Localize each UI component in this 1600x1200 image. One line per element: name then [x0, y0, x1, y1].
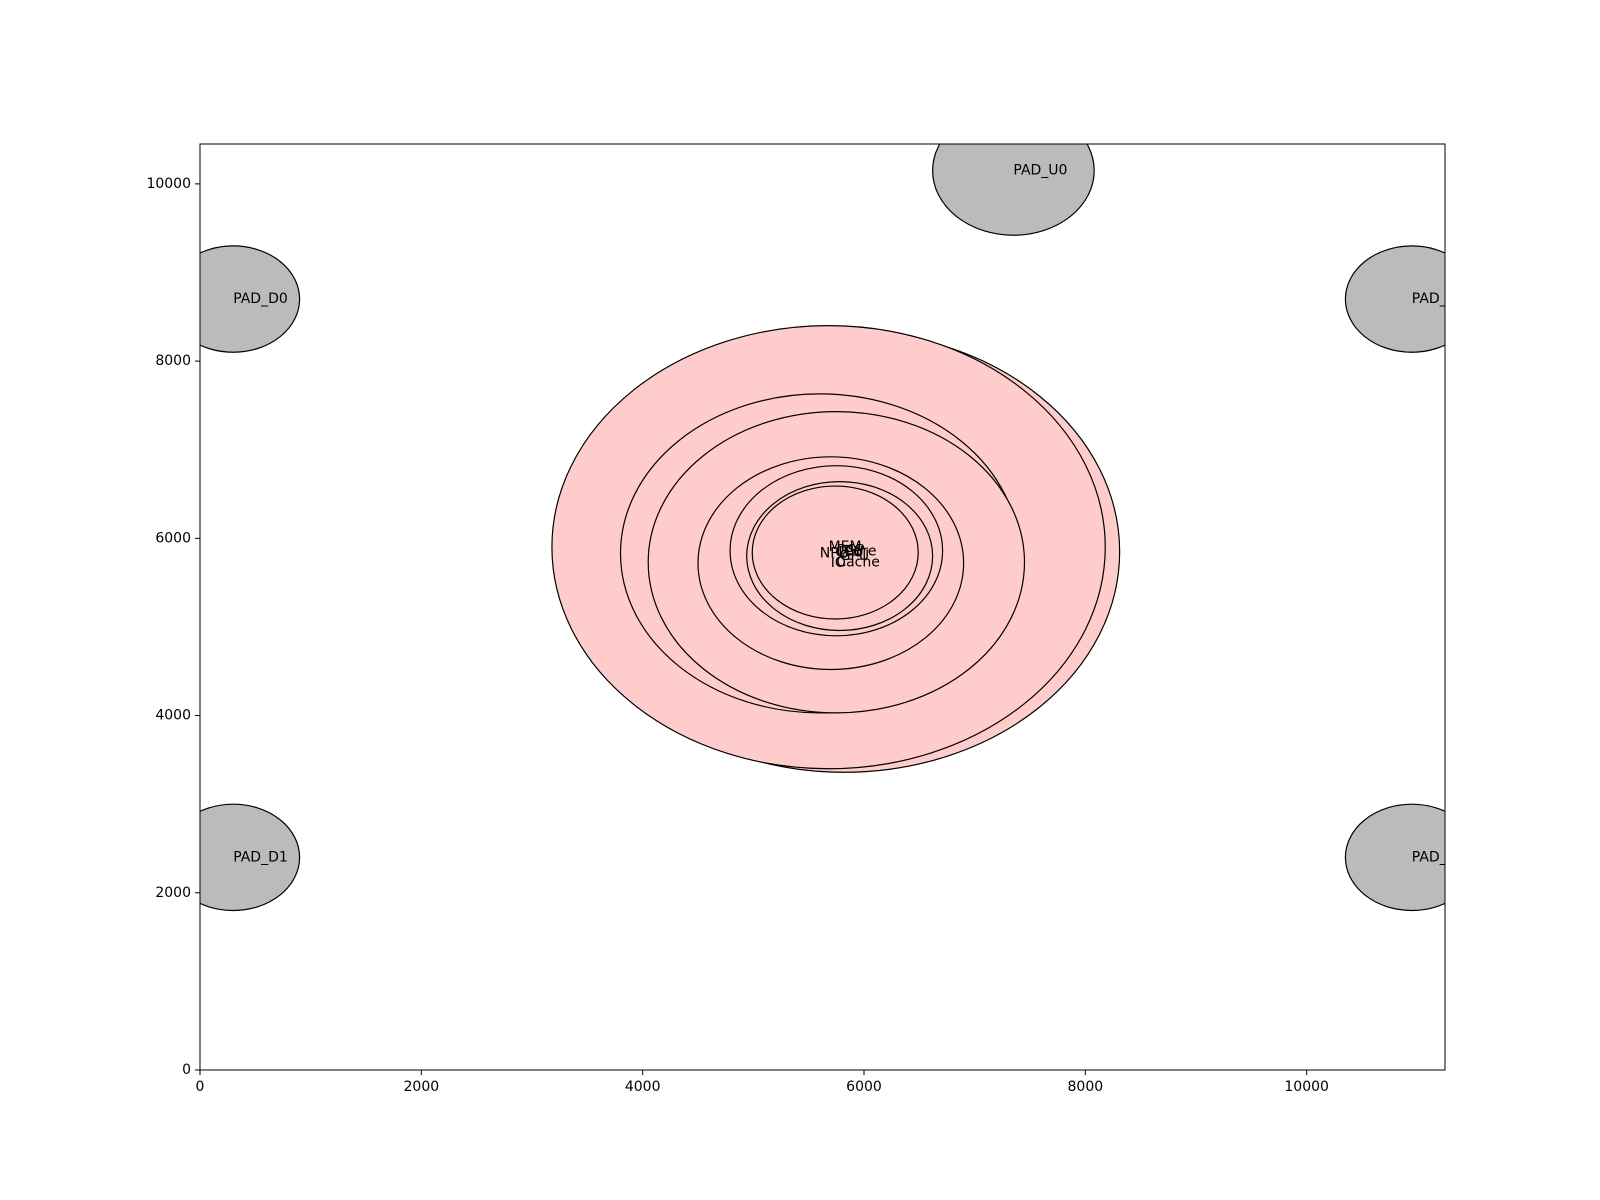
- x-tick-label: 6000: [846, 1079, 882, 1095]
- x-tick-label: 0: [196, 1079, 205, 1095]
- pad-label-pad_u0: PAD_U0: [1013, 163, 1067, 179]
- pad-label-pad_d1: PAD_D1: [233, 849, 288, 865]
- y-tick-label: 8000: [155, 353, 191, 369]
- y-tick-label: 10000: [146, 176, 191, 192]
- y-tick-label: 6000: [155, 530, 191, 546]
- x-tick-label: 8000: [1068, 1079, 1104, 1095]
- y-tick-label: 0: [182, 1062, 191, 1078]
- pad-label-pad_d0: PAD_D0: [233, 291, 288, 307]
- pad-label-pad_d2: PAD_D2: [1412, 291, 1467, 307]
- y-tick-label: 4000: [155, 708, 191, 724]
- pad-label-pad_d3: PAD_D3: [1412, 849, 1467, 865]
- block-label-cpu: CPU: [835, 545, 863, 561]
- x-tick-label: 4000: [625, 1079, 661, 1095]
- y-tick-label: 2000: [155, 885, 191, 901]
- x-tick-label: 2000: [404, 1079, 440, 1095]
- shapes-layer: [167, 106, 1478, 911]
- x-tick-label: 10000: [1284, 1079, 1329, 1095]
